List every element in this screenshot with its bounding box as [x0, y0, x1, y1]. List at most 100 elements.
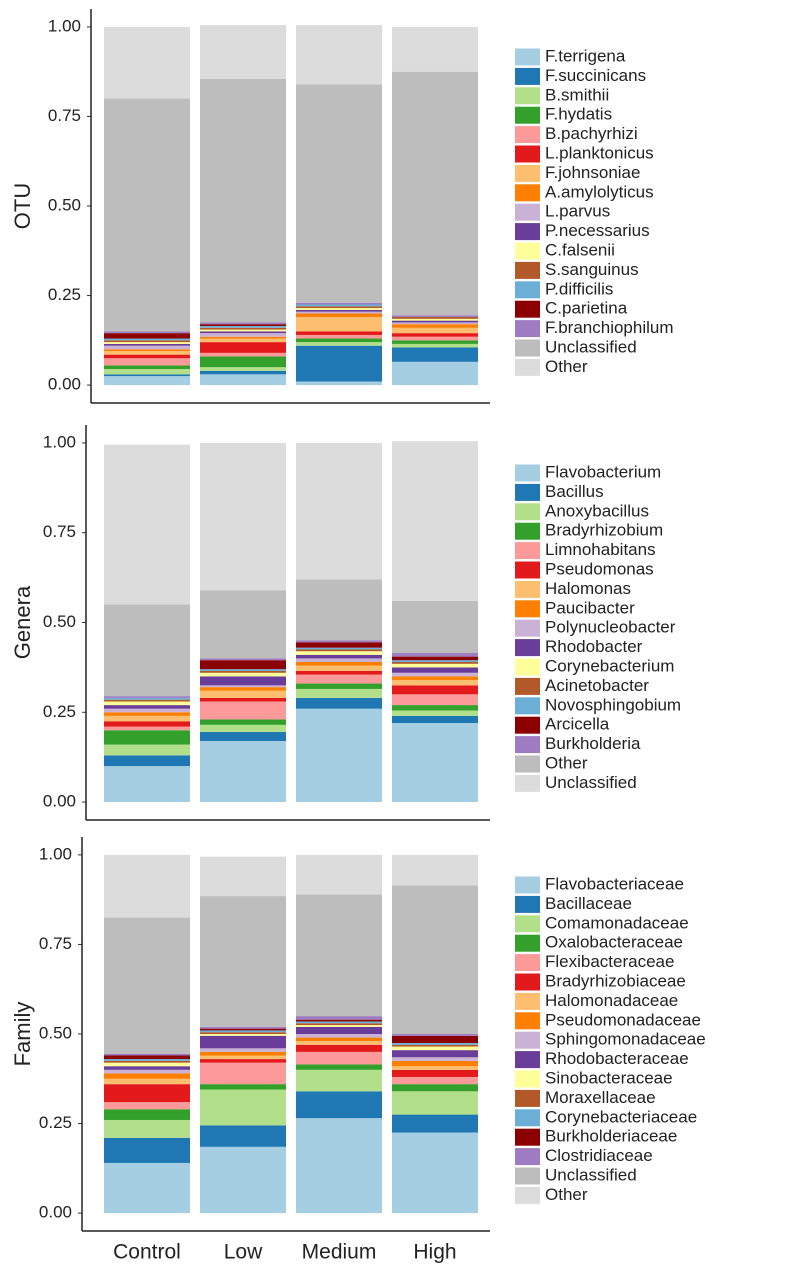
legend-label: C.falsenii — [545, 240, 615, 259]
bar-segment — [104, 365, 190, 369]
bar-segment — [296, 662, 382, 666]
bar-segment — [104, 331, 190, 334]
bar-segment — [104, 345, 190, 350]
bar-segment — [200, 333, 286, 337]
bar-segment — [200, 590, 286, 659]
legend-swatch — [515, 658, 540, 676]
legend-label: Corynebacterium — [545, 656, 674, 675]
bar-segment — [296, 1041, 382, 1045]
legend-swatch — [515, 358, 540, 376]
bar-segment — [392, 327, 478, 334]
bar-segment — [104, 1055, 190, 1060]
y-tick-label: 1.00 — [39, 844, 72, 863]
legend-swatch — [515, 1089, 540, 1107]
legend-label: Novosphingobium — [545, 695, 681, 714]
y-tick-label: 0.75 — [43, 522, 76, 541]
bar-segment — [296, 311, 382, 314]
legend-swatch — [515, 542, 540, 560]
legend-label: Bacillus — [545, 482, 604, 501]
legend-label: Oxalobacteraceae — [545, 933, 683, 952]
legend-swatch — [515, 67, 540, 85]
legend-swatch — [515, 954, 540, 972]
bar-segment — [392, 1060, 478, 1067]
bar-segment — [200, 697, 286, 702]
bar-segment — [296, 674, 382, 684]
y-axis-label: OTU — [10, 183, 35, 229]
legend-label: Unclassified — [545, 337, 637, 356]
y-tick-label: 0.00 — [43, 792, 76, 811]
bar-segment — [104, 26, 190, 99]
legend-label: Flavobacterium — [545, 462, 661, 481]
bar-segment — [200, 741, 286, 803]
bar-segment — [296, 1026, 382, 1034]
bar-segment — [392, 885, 478, 1034]
bar-segment — [392, 662, 478, 664]
legend-label: P.difficilis — [545, 279, 613, 298]
y-tick-label: 1.00 — [43, 432, 76, 451]
legend-swatch — [515, 48, 540, 66]
legend-label: Bradyrhizobium — [545, 521, 663, 540]
bar-segment — [296, 342, 382, 346]
bar-segment — [296, 683, 382, 689]
bar-segment — [104, 1073, 190, 1079]
legend-swatch — [515, 522, 540, 540]
legend-swatch — [515, 1012, 540, 1030]
bar-segment — [104, 354, 190, 359]
bar-segment — [200, 1026, 286, 1029]
bar-segment — [200, 1059, 286, 1063]
bar-segment — [392, 672, 478, 677]
y-tick-label: 0.75 — [39, 934, 72, 953]
y-tick-label: 0.25 — [43, 702, 76, 721]
legend-swatch — [515, 320, 540, 338]
bar-segment — [200, 676, 286, 686]
bar-segment — [104, 342, 190, 344]
legend-swatch — [515, 242, 540, 260]
legend-label: Clostridiaceae — [545, 1146, 653, 1165]
legend-label: Comamonadaceae — [545, 913, 689, 932]
legend-swatch — [515, 774, 540, 792]
legend-label: Limnohabitans — [545, 540, 656, 559]
bar-segment — [392, 315, 478, 318]
bar-segment — [296, 647, 382, 650]
bar-segment — [104, 338, 190, 341]
bar-segment — [200, 732, 286, 741]
legend-label: F.succinicans — [545, 66, 646, 85]
bar-segment — [392, 1084, 478, 1092]
bar-segment — [296, 1069, 382, 1092]
bar-segment — [296, 338, 382, 343]
legend-swatch — [515, 339, 540, 357]
legend-label: L.planktonicus — [545, 143, 654, 162]
legend-label: Pseudomonadaceae — [545, 1010, 701, 1029]
legend-swatch — [515, 915, 540, 933]
legend-swatch — [515, 736, 540, 754]
bar-segment — [392, 1091, 478, 1115]
bar-segment — [200, 672, 286, 677]
bar-segment — [392, 324, 478, 328]
legend-swatch — [515, 1109, 540, 1127]
legend-swatch — [515, 755, 540, 773]
bar-segment — [392, 71, 478, 316]
legend-swatch — [515, 600, 540, 618]
bar-segment — [392, 723, 478, 803]
legend-swatch — [515, 1148, 540, 1166]
legend-label: Polynucleobacter — [545, 618, 676, 637]
bar-segment — [392, 1042, 478, 1045]
bar-segment — [200, 78, 286, 323]
bar-segment — [296, 1037, 382, 1042]
y-tick-label: 0.75 — [48, 106, 81, 125]
legend-label: Other — [545, 1185, 588, 1204]
bar-segment — [200, 1084, 286, 1090]
bar-segment — [296, 308, 382, 310]
y-tick-label: 0.00 — [39, 1203, 72, 1222]
bar-segment — [296, 1034, 382, 1038]
legend-swatch — [515, 639, 540, 657]
bar-segment — [296, 658, 382, 662]
bar-segment — [200, 370, 286, 375]
bar-segment — [104, 697, 190, 700]
bar-segment — [200, 331, 286, 334]
bar-segment — [104, 705, 190, 709]
bar-segment — [200, 719, 286, 725]
bar-segment — [296, 25, 382, 85]
bar-segment — [104, 917, 190, 1054]
bar-segment — [392, 320, 478, 323]
